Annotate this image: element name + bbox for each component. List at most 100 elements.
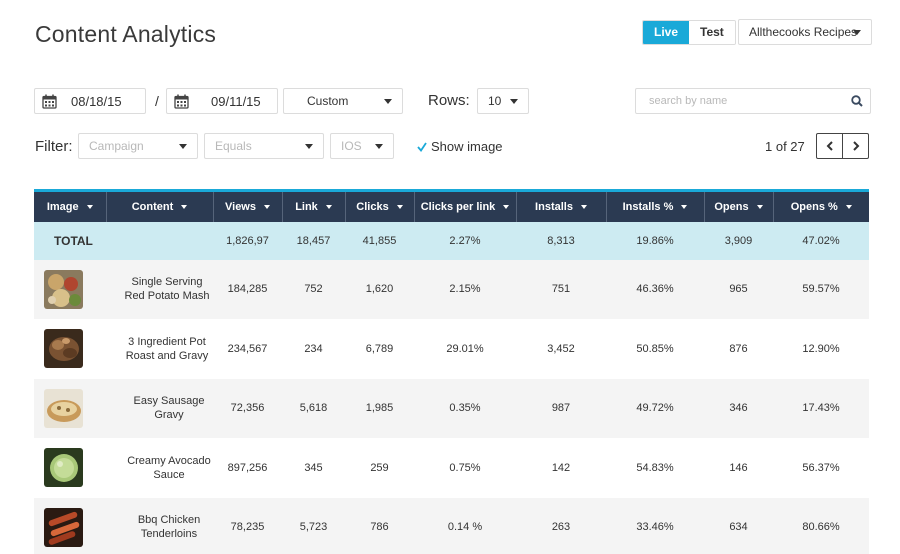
table-row[interactable]: Bbq Chicken Tenderloins 78,235 5,723 786…: [34, 497, 869, 554]
operator-select[interactable]: Equals: [204, 133, 324, 159]
table-row[interactable]: Single Serving Red Potato Mash 184,285 7…: [34, 259, 869, 320]
clicks-per-link-cell: 29.01%: [446, 342, 484, 355]
platform-select-value: IOS: [341, 139, 362, 153]
search-icon[interactable]: [851, 95, 863, 107]
installs-pct-cell: 49.72%: [636, 402, 674, 415]
campaign-select-value: Campaign: [89, 139, 144, 153]
table-row[interactable]: Easy Sausage Gravy 72,356 5,618 1,985 0.…: [34, 378, 869, 439]
views-cell: 72,356: [230, 402, 265, 415]
column-header-views[interactable]: Views: [213, 190, 283, 222]
date-from-input[interactable]: 08/18/15: [34, 88, 146, 114]
installs-cell: 3,452: [547, 342, 575, 355]
column-header-link[interactable]: Link: [282, 190, 346, 222]
total-clicks-per-link: 2.27%: [449, 234, 481, 247]
caret-down-icon: [845, 204, 852, 209]
chevron-down-icon: [305, 144, 313, 149]
chevron-down-icon: [375, 144, 383, 149]
range-select[interactable]: Custom: [283, 88, 403, 114]
caret-down-icon: [86, 204, 93, 209]
calendar-icon: [174, 94, 189, 109]
total-installs: 8,313: [547, 234, 575, 247]
rows-select-value: 10: [488, 94, 502, 108]
page-title: Content Analytics: [35, 21, 217, 47]
pagination: [816, 133, 869, 159]
total-views: 1,826,97: [226, 234, 269, 247]
range-select-value: Custom: [307, 94, 349, 108]
installs-pct-cell: 33.46%: [636, 521, 674, 534]
search-box: [635, 88, 871, 114]
column-header-clicks[interactable]: Clicks: [345, 190, 415, 222]
caret-down-icon: [580, 204, 587, 209]
account-select[interactable]: Allthecooks Recipes: [738, 19, 872, 45]
column-header-image[interactable]: Image: [34, 190, 107, 222]
content-name[interactable]: Single Serving Red Potato Mash: [124, 276, 210, 303]
content-name[interactable]: 3 Ingredient Pot Roast and Gravy: [125, 335, 209, 362]
analytics-table: Image Content Views Link Clicks Clicks p…: [34, 189, 869, 554]
environment-toggle: Live Test: [642, 20, 736, 45]
chevron-down-icon: [384, 99, 392, 104]
chevron-left-icon: [826, 141, 833, 151]
opens-pct-cell: 80.66%: [802, 521, 840, 534]
installs-cell: 142: [551, 461, 571, 474]
total-opens-pct: 47.02%: [802, 234, 840, 247]
clicks-per-link-cell: 0.75%: [449, 461, 481, 474]
opens-pct-cell: 12.90%: [802, 342, 840, 355]
content-name[interactable]: Easy Sausage Gravy: [133, 395, 205, 422]
search-input[interactable]: [636, 89, 836, 113]
opens-cell: 876: [729, 342, 748, 355]
recipe-thumbnail: [44, 329, 83, 369]
date-to-input[interactable]: 09/11/15: [166, 88, 278, 114]
total-label: TOTAL: [54, 233, 93, 248]
thumbnail-cell: [34, 260, 106, 320]
total-row: TOTAL 1,826,97 18,457 41,855 2.27% 8,313…: [34, 221, 869, 260]
recipe-thumbnail: [44, 448, 83, 488]
checkmark-icon: [417, 142, 427, 152]
clicks-per-link-cell: 2.15%: [449, 283, 481, 296]
column-header-opens-pct[interactable]: Opens %: [773, 191, 869, 222]
installs-cell: 263: [551, 521, 571, 534]
show-image-label: Show image: [431, 139, 503, 154]
test-button[interactable]: Test: [689, 21, 735, 44]
table-row[interactable]: 3 Ingredient Pot Roast and Gravy 234,567…: [34, 319, 869, 379]
caret-down-icon: [756, 204, 763, 209]
thumbnail-cell: [34, 379, 106, 439]
total-clicks: 41,855: [362, 234, 397, 247]
link-cell: 345: [304, 461, 323, 474]
column-header-opens[interactable]: Opens: [704, 190, 774, 222]
prev-page-button[interactable]: [817, 134, 842, 158]
date-separator: /: [155, 93, 159, 109]
opens-cell: 965: [729, 283, 748, 296]
clicks-cell: 1,985: [365, 402, 394, 415]
opens-cell: 146: [729, 461, 748, 474]
live-button[interactable]: Live: [643, 21, 690, 44]
views-cell: 234,567: [227, 342, 268, 355]
opens-pct-cell: 59.57%: [802, 283, 840, 296]
caret-down-icon: [325, 204, 332, 209]
clicks-cell: 259: [370, 461, 389, 474]
recipe-thumbnail: [44, 507, 83, 547]
caret-down-icon: [681, 204, 688, 209]
rows-select[interactable]: 10: [477, 88, 529, 114]
calendar-icon: [42, 94, 57, 109]
campaign-select[interactable]: Campaign: [78, 133, 198, 159]
opens-pct-cell: 17.43%: [802, 402, 840, 415]
clicks-cell: 1,620: [365, 283, 394, 296]
link-cell: 5,723: [299, 521, 328, 534]
column-header-installs-pct[interactable]: Installs %: [606, 190, 705, 222]
content-name[interactable]: Bbq Chicken Tenderloins: [137, 514, 201, 541]
column-header-content[interactable]: Content: [106, 190, 214, 222]
table-row[interactable]: Creamy Avocado Sauce 897,256 345 259 0.7…: [34, 438, 869, 498]
installs-pct-cell: 46.36%: [636, 283, 674, 296]
next-page-button[interactable]: [842, 134, 868, 158]
content-name[interactable]: Creamy Avocado Sauce: [127, 454, 211, 481]
clicks-per-link-cell: 0.35%: [449, 402, 481, 415]
opens-cell: 346: [729, 402, 748, 415]
table-header-row: Image Content Views Link Clicks Clicks p…: [34, 190, 869, 222]
column-header-installs[interactable]: Installs: [516, 190, 607, 222]
chevron-right-icon: [853, 141, 860, 151]
clicks-cell: 6,789: [365, 342, 394, 355]
column-header-clicks-per-link[interactable]: Clicks per link: [414, 190, 517, 222]
show-image-checkbox[interactable]: Show image: [417, 139, 503, 154]
platform-select[interactable]: IOS: [330, 133, 394, 159]
caret-down-icon: [503, 204, 510, 209]
